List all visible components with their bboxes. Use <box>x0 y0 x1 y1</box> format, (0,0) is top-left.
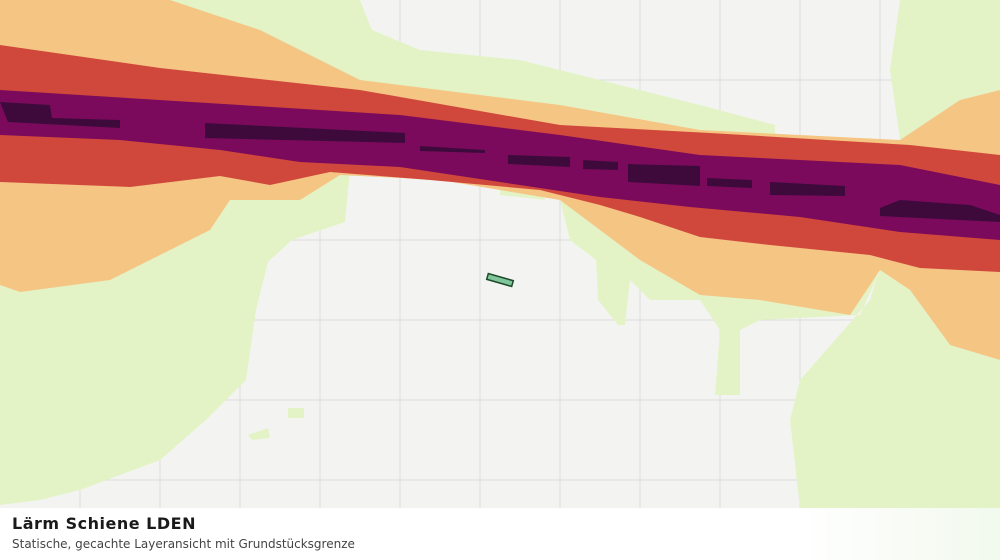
noise-zone-extreme <box>0 102 1000 222</box>
map <box>0 0 1000 508</box>
parcel-boundary[interactable] <box>485 272 515 288</box>
caption-subtitle: Statische, gecachte Layeransicht mit Gru… <box>12 537 355 551</box>
caption-title: Lärm Schiene LDEN <box>12 514 196 533</box>
map-caption: Lärm Schiene LDEN Statische, gecachte La… <box>0 508 1000 560</box>
